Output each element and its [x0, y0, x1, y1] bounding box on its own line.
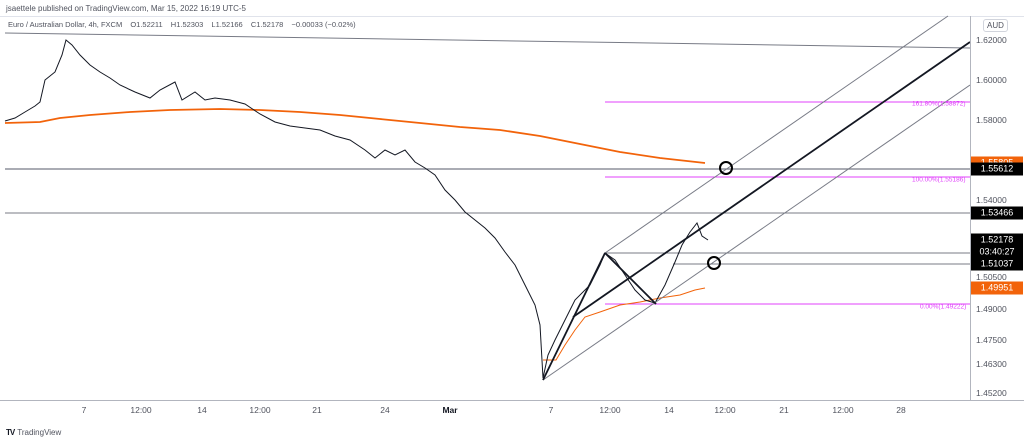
price-tick: 1.46300	[976, 359, 1007, 369]
time-label: 12:00	[249, 405, 271, 415]
price-tick: 1.50500	[976, 272, 1007, 282]
time-label: 21	[312, 405, 322, 415]
channel-upper-line	[604, 15, 949, 254]
ohlc-change: −0.00033 (−0.02%)	[291, 20, 356, 29]
time-label: 14	[197, 405, 207, 415]
fib-label-0: 0.00%(1.49222)	[920, 303, 967, 311]
fib-label-100: 100.00%(1.55186)	[912, 176, 966, 184]
time-label: 14	[664, 405, 674, 415]
price-tick: 1.47500	[976, 335, 1007, 345]
price-path	[4, 39, 709, 379]
price-chart-plot[interactable]	[0, 0, 970, 400]
price-tick: 1.49000	[976, 304, 1007, 314]
chart-frame	[0, 16, 1024, 423]
ma-short-price-tag: 1.49951	[971, 281, 1023, 295]
brand-name: TradingView	[17, 428, 62, 437]
bar-countdown-tag: 03:40:27	[971, 245, 1023, 259]
ohlc-open: O1.52211	[130, 20, 163, 29]
time-label: 7	[548, 405, 554, 415]
time-label: 12:00	[832, 405, 854, 415]
time-label: 12:00	[130, 405, 152, 415]
price-tick: 1.58000	[976, 115, 1007, 125]
time-label: 12:00	[599, 405, 621, 415]
ohlc-close: C1.52178	[250, 20, 284, 29]
ohlc-low: L1.52166	[211, 20, 243, 29]
price-scale[interactable]	[970, 16, 1024, 400]
price-tick: 1.62000	[976, 35, 1007, 45]
time-label-month: Mar	[442, 405, 458, 415]
ohlc-high: H1.52303	[170, 20, 204, 29]
level-price-tag-155612: 1.55612	[971, 162, 1023, 176]
zigzag-leg-a	[542, 252, 606, 381]
tradingview-brand[interactable]: TV TradingView	[6, 428, 61, 437]
zigzag-leg-b	[604, 252, 657, 305]
time-label: 21	[779, 405, 789, 415]
price-tick: 1.54000	[976, 195, 1007, 205]
symbol-name: Euro / Australian Dollar, 4h, FXCM	[8, 20, 123, 29]
currency-badge[interactable]: AUD	[983, 19, 1008, 32]
price-tick: 1.45200	[976, 388, 1007, 398]
time-label: 12:00	[714, 405, 736, 415]
ma-long-line	[4, 108, 706, 164]
symbol-legend[interactable]: Euro / Australian Dollar, 4h, FXCM O1.52…	[8, 20, 362, 29]
time-label: 28	[896, 405, 906, 415]
level-price-tag-153466: 1.53466	[971, 206, 1023, 220]
time-label: 7	[81, 405, 87, 415]
time-label: 24	[380, 405, 390, 415]
target-circle-upper	[719, 161, 733, 175]
ma-short-line	[543, 287, 706, 361]
resistance-trendline	[4, 32, 970, 49]
target-circle-lower	[707, 256, 721, 270]
channel-mid-line	[572, 41, 970, 318]
fib-label-1618: 161.80%(1.58872)	[912, 100, 966, 108]
publisher-line: jsaettele published on TradingView.com, …	[6, 4, 246, 13]
last-price-tag: 1.52178	[971, 233, 1023, 247]
level-price-tag-151037: 1.51037	[971, 257, 1023, 271]
channel-lower-line	[542, 84, 970, 381]
time-axis[interactable]	[0, 400, 1024, 423]
tradingview-logo-icon: TV	[6, 428, 15, 437]
price-tick: 1.60000	[976, 75, 1007, 85]
